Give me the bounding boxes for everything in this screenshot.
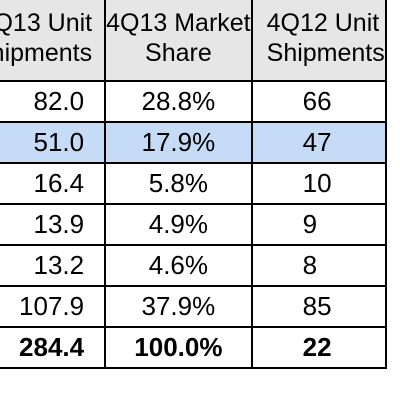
shipments-table: 4Q13 Unit Shipments 4Q13 Market Share 4Q… xyxy=(0,0,387,369)
header-line: Shipments xyxy=(0,39,93,67)
cell-unit-shipments-4q12: 9 xyxy=(250,203,387,246)
cell-market-share-4q13: 4.9% xyxy=(104,203,253,246)
cell-unit-shipments-4q12: 22 xyxy=(250,326,387,369)
header-row: 4Q13 Unit Shipments 4Q13 Market Share 4Q… xyxy=(0,0,387,82)
cell-unit-shipments-4q12: 66 xyxy=(250,80,387,123)
table-row: 16.4 5.8% 10 xyxy=(0,162,387,205)
header-line: 4Q13 Unit xyxy=(0,9,93,37)
cell-unit-shipments-4q12: 85 xyxy=(250,285,387,328)
cell-market-share-4q13: 5.8% xyxy=(104,162,253,205)
cell-market-share-4q13: 28.8% xyxy=(104,80,253,123)
cell-unit-shipments-4q12: 47 xyxy=(250,121,387,164)
cell-unit-shipments-4q12: 10 xyxy=(250,162,387,205)
table-row-highlighted: 51.0 17.9% 47 xyxy=(0,121,387,164)
cell-market-share-4q13: 37.9% xyxy=(104,285,253,328)
table-row: 13.9 4.9% 9 xyxy=(0,203,387,246)
table-row: 107.9 37.9% 85 xyxy=(0,285,387,328)
cell-unit-shipments-4q13: 107.9 xyxy=(0,285,107,328)
table-row: 82.0 28.8% 66 xyxy=(0,80,387,123)
cell-unit-shipments-4q13: 13.9 xyxy=(0,203,107,246)
cell-market-share-4q13: 4.6% xyxy=(104,244,253,287)
cell-unit-shipments-4q12: 8 xyxy=(250,244,387,287)
cell-unit-shipments-4q13: 284.4 xyxy=(0,326,107,369)
cell-unit-shipments-4q13: 13.2 xyxy=(0,244,107,287)
cell-market-share-4q13: 17.9% xyxy=(104,121,253,164)
cell-unit-shipments-4q13: 51.0 xyxy=(0,121,107,164)
table-row-total: 284.4 100.0% 22 xyxy=(0,326,387,369)
header-line: Shipments xyxy=(266,39,385,67)
header-market-share-4q13: 4Q13 Market Share xyxy=(104,0,253,82)
cell-unit-shipments-4q13: 82.0 xyxy=(0,80,107,123)
table-row: 13.2 4.6% 8 xyxy=(0,244,387,287)
cell-unit-shipments-4q13: 16.4 xyxy=(0,162,107,205)
header-line: Share xyxy=(145,39,212,67)
cell-market-share-4q13: 100.0% xyxy=(104,326,253,369)
header-unit-shipments-4q13: 4Q13 Unit Shipments xyxy=(0,0,107,82)
header-line: 4Q12 Unit xyxy=(266,9,380,37)
header-unit-shipments-4q12: 4Q12 Unit Shipments xyxy=(250,0,387,82)
header-line: 4Q13 Market xyxy=(106,9,251,37)
